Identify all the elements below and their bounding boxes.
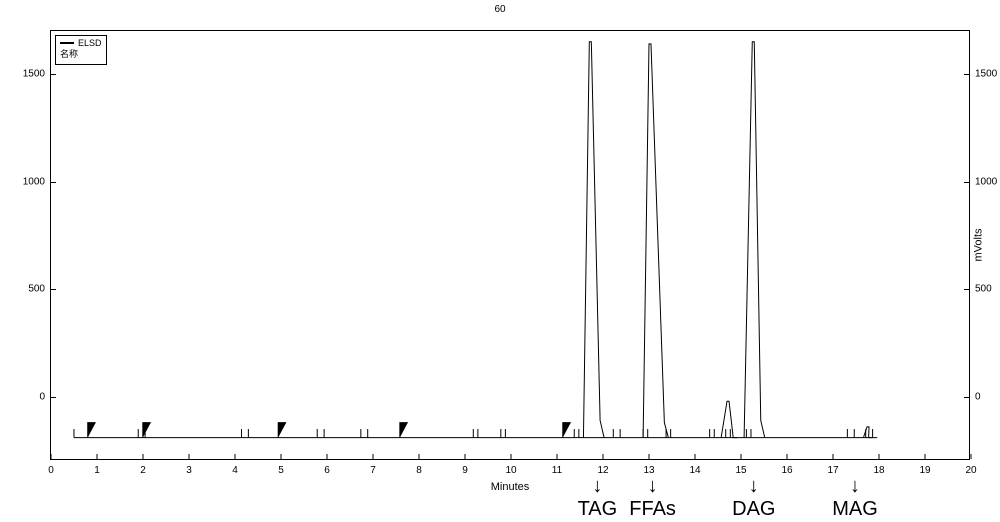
x-tick-mark [649,454,650,459]
x-tick-mark [97,454,98,459]
x-tick-mark [603,454,604,459]
x-tick-label: 16 [781,465,792,476]
x-tick-label: 20 [965,465,976,476]
x-tick-label: 15 [735,465,746,476]
x-tick-mark [373,454,374,459]
x-tick-mark [465,454,466,459]
x-tick-mark [787,454,788,459]
x-tick-mark [925,454,926,459]
x-tick-label: 10 [505,465,516,476]
x-tick-mark [833,454,834,459]
x-tick-mark [419,454,420,459]
y-tick-mark-right [964,74,969,75]
annotation-arrow-icon: ↓ [749,476,759,496]
x-tick-label: 11 [552,465,562,476]
x-tick-label: 5 [278,465,284,476]
x-tick-mark [143,454,144,459]
y-tick-label-right: 1000 [975,176,997,187]
x-tick-mark [327,454,328,459]
x-tick-label: 7 [370,465,376,476]
annotation-arrow-icon: ↓ [592,476,602,496]
y-tick-label-left: 1000 [23,176,45,187]
annotation-arrow-icon: ↓ [648,476,658,496]
y-tick-mark-left [51,397,56,398]
x-tick-label: 0 [48,465,54,476]
annotation-arrow-icon: ↓ [850,476,860,496]
x-tick-label: 14 [689,465,700,476]
x-tick-mark [51,454,52,459]
y-tick-label-left: 1500 [23,69,45,80]
y-tick-label-right: 500 [975,284,992,295]
plot-frame: ELSD 名称 mVolts Minutes 01234567891011121… [50,30,970,460]
annotation-label: MAG [832,498,878,521]
y-tick-mark-left [51,289,56,290]
x-tick-mark [189,454,190,459]
x-tick-mark [695,454,696,459]
x-tick-mark [235,454,236,459]
annotation-label: FFAs [629,498,676,521]
x-tick-label: 1 [94,465,100,476]
x-tick-label: 17 [827,465,838,476]
x-tick-mark [741,454,742,459]
y-tick-label-right: 1500 [975,69,997,80]
y-tick-label-left: 500 [28,284,45,295]
x-tick-mark [879,454,880,459]
annotation-label: TAG [578,498,618,521]
x-tick-label: 6 [324,465,330,476]
x-tick-label: 18 [873,465,884,476]
y-tick-mark-left [51,74,56,75]
x-tick-mark [281,454,282,459]
x-tick-label: 8 [416,465,422,476]
chromatogram-svg [51,31,969,459]
y-tick-mark-right [964,182,969,183]
y-tick-label-right: 0 [975,391,981,402]
x-tick-mark [971,454,972,459]
top-center-label: 60 [494,4,505,15]
x-tick-mark [557,454,558,459]
y-tick-mark-left [51,182,56,183]
x-axis-label: Minutes [491,481,530,493]
x-tick-label: 19 [919,465,930,476]
x-tick-label: 4 [232,465,238,476]
x-tick-label: 2 [140,465,146,476]
y-axis-label-right: mVolts [972,228,984,261]
x-tick-label: 9 [462,465,468,476]
annotation-label: DAG [732,498,775,521]
y-tick-mark-right [964,397,969,398]
x-tick-label: 3 [186,465,192,476]
x-tick-mark [511,454,512,459]
y-tick-label-left: 0 [39,391,45,402]
y-tick-mark-right [964,289,969,290]
